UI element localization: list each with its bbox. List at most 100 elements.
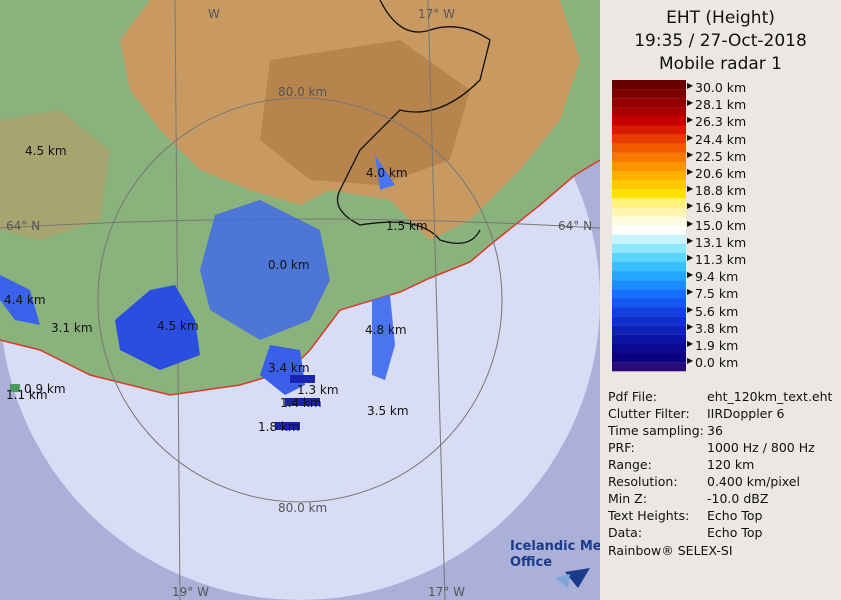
info-label: Clutter Filter: — [608, 406, 690, 421]
legend-arrow: ▶ — [687, 339, 694, 348]
legend-label: 22.5 km — [695, 148, 747, 164]
color-stripe — [612, 207, 686, 217]
color-stripe — [612, 161, 686, 172]
map-label: W — [208, 7, 220, 21]
info-label: Text Heights: — [608, 508, 690, 523]
time: 19:35 / 27-Oct-2018 — [634, 31, 807, 51]
legend-label: 26.3 km — [695, 114, 747, 130]
info-label: Data: — [608, 525, 643, 540]
color-stripe — [612, 89, 686, 99]
echo-label: 4.0 km — [366, 166, 408, 180]
legend-arrow: ▶ — [687, 98, 694, 108]
color-stripe — [612, 289, 686, 299]
legend-label: 7.5 km — [695, 286, 739, 302]
map-label: 80.0 km — [278, 501, 327, 515]
info-value: 36 — [707, 423, 723, 438]
map-label: 64° N — [558, 219, 592, 233]
map-label: 17° W — [428, 585, 465, 599]
echoes — [0, 155, 395, 430]
map-label: 19° W — [172, 585, 209, 599]
legend-arrow: ▶ — [687, 304, 694, 314]
info-label: Range: — [608, 457, 652, 472]
legend-label: 16.9 km — [695, 200, 747, 216]
info-label: Min Z: — [608, 491, 647, 506]
color-stripe — [612, 225, 686, 235]
echo-label: 3.4 km — [268, 361, 310, 375]
color-stripe — [612, 334, 686, 344]
legend-label: 1.9 km — [695, 338, 739, 353]
color-stripe — [612, 116, 686, 126]
echo-label: 1.5 km — [386, 219, 428, 233]
info-label: Time sampling: — [608, 423, 704, 438]
color-stripe — [612, 280, 686, 290]
color-stripe — [612, 325, 686, 335]
info-value: Echo Top — [707, 508, 763, 523]
info-label: Pdf File: — [608, 389, 657, 404]
logo-text: Icelandic Met — [510, 539, 600, 554]
legend-label: 15.0 km — [695, 217, 747, 233]
map-label: 80.0 km — [278, 85, 327, 99]
title: EHT (Height) — [666, 8, 775, 28]
color-stripe — [612, 180, 686, 190]
info-value: 0.400 km/pixel — [707, 474, 800, 489]
info-value: -10.0 dBZ — [707, 491, 769, 506]
logo-text: Office — [510, 555, 552, 570]
echo-label: 4.5 km — [25, 144, 67, 158]
legend-arrow: ▶ — [687, 356, 694, 366]
echo-label: 4.5 km — [157, 319, 199, 333]
color-stripe — [612, 107, 686, 117]
legend-label: 18.8 km — [695, 183, 747, 199]
legend-arrow: ▶ — [687, 287, 694, 297]
legend-arrow: ▶ — [687, 167, 694, 176]
echo-label: 1.3 km — [297, 383, 339, 397]
color-stripe — [612, 298, 686, 308]
map-label: 17° W — [418, 7, 455, 21]
color-stripe — [612, 343, 686, 354]
echo-label: 3.5 km — [367, 404, 409, 418]
color-stripe — [612, 98, 686, 108]
color-stripe — [612, 198, 686, 208]
footer: Rainbow® SELEX-SI — [608, 543, 733, 558]
info-label: PRF: — [608, 440, 635, 455]
color-stripe — [612, 362, 686, 372]
color-bar — [612, 80, 686, 372]
legend-arrow: ▶ — [687, 184, 694, 194]
echo-label: 1.1 km — [6, 388, 48, 402]
color-stripe — [612, 234, 686, 244]
legend-label: 28.1 km — [695, 97, 747, 113]
legend-label: 9.4 km — [695, 269, 739, 285]
radar-name: Mobile radar 1 — [659, 54, 782, 74]
color-stripe — [612, 189, 686, 199]
color-stripe — [612, 262, 686, 272]
legend-arrow: ▶ — [687, 115, 694, 125]
info-label: Resolution: — [608, 474, 678, 489]
color-stripe — [612, 316, 686, 326]
color-stripe — [612, 80, 686, 90]
color-stripe — [612, 125, 686, 135]
color-stripe — [612, 216, 686, 226]
legend-arrow: ▶ — [687, 253, 694, 262]
legend-label: 3.8 km — [695, 320, 739, 336]
color-stripe — [612, 134, 686, 144]
legend-label: 0.0 km — [695, 355, 739, 371]
legend-arrow: ▶ — [687, 132, 694, 142]
color-stripe — [612, 271, 686, 281]
map-label: 64° N — [6, 219, 40, 233]
legend-label: 24.4 km — [695, 131, 747, 147]
radar-map: 80.0 km 80.0 km 64° N 64° N W 17° W 19° W 17° W… — [0, 0, 600, 600]
info-value: 120 km — [707, 457, 755, 472]
legend-arrow: ▶ — [687, 235, 694, 245]
legend-arrow: ▶ — [687, 149, 694, 159]
color-stripe — [612, 171, 686, 181]
echo-label: 4.4 km — [4, 293, 46, 307]
legend-arrow: ▶ — [687, 81, 694, 90]
legend-arrow: ▶ — [687, 270, 694, 280]
echo-label: 1.4 km — [280, 396, 322, 410]
legend-arrow: ▶ — [687, 201, 694, 211]
info-value: IIRDoppler 6 — [707, 406, 785, 421]
echo-label: 3.1 km — [51, 321, 93, 335]
color-stripe — [612, 252, 686, 263]
legend-label: 30.0 km — [695, 80, 747, 95]
color-stripe — [612, 143, 686, 153]
